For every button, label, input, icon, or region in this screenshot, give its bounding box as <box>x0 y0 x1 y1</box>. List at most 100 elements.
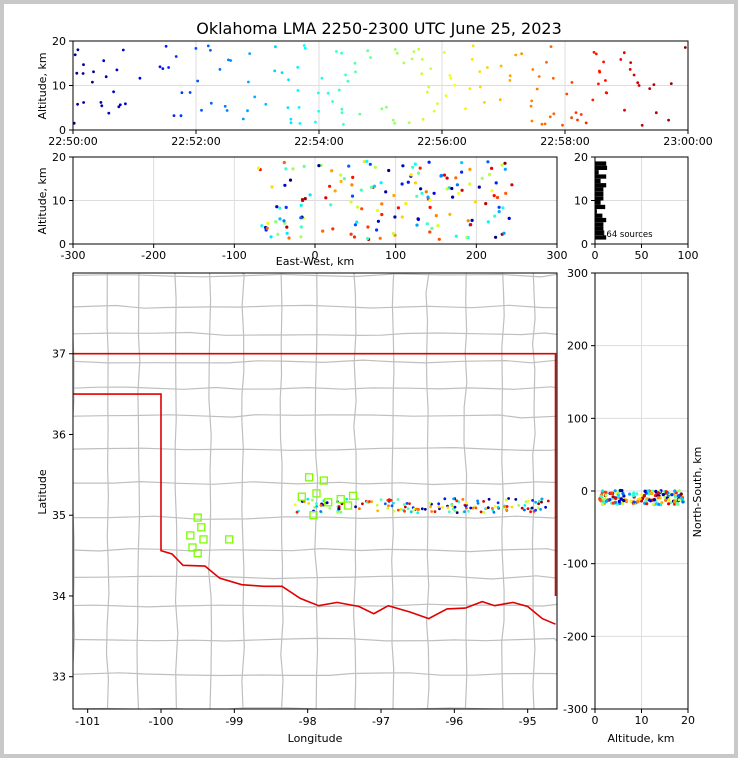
plan-view-source <box>504 498 508 502</box>
east-west-source <box>487 172 492 177</box>
east-west-source <box>349 232 353 236</box>
east-west-source <box>448 212 452 216</box>
east-west-source <box>324 196 328 200</box>
plan-view-source <box>505 505 509 508</box>
plan-view-source <box>493 505 497 508</box>
east-west-source <box>437 237 441 241</box>
north-south-ytick-label: -100 <box>563 558 588 571</box>
time-height-source <box>629 61 633 64</box>
time-height-source <box>326 91 330 95</box>
plan-view-axes <box>72 272 558 710</box>
north-south-source <box>656 496 660 500</box>
plan-view-source <box>474 506 478 510</box>
time-height-source <box>448 74 452 77</box>
plan-view-source <box>507 497 510 500</box>
east-west-source <box>455 183 459 187</box>
time-height-source <box>81 72 85 75</box>
plan-view-source <box>420 507 424 511</box>
time-height-source <box>298 122 302 125</box>
north-south-source <box>652 502 656 506</box>
time-height-source <box>584 121 588 125</box>
time-height-source <box>107 111 111 115</box>
time-height-source <box>206 44 210 48</box>
north-south-source <box>673 489 677 493</box>
north-south-source <box>601 489 605 493</box>
east-west-source <box>360 207 364 211</box>
panel-histogram: 0 50 100 0 10 20 164 sources <box>574 151 699 262</box>
plan-view-ytick-label: 37 <box>52 348 66 361</box>
plan-view-source <box>429 505 432 509</box>
time-height-source <box>320 76 324 80</box>
time-height-source <box>102 59 106 63</box>
time-height-source <box>652 83 656 86</box>
time-height-source <box>412 50 416 53</box>
time-height-source <box>209 101 213 105</box>
time-height-source <box>385 105 388 109</box>
histogram-ticks: 0 50 100 0 10 20 <box>574 151 699 262</box>
north-south-source <box>660 501 664 505</box>
east-west-source <box>409 173 413 177</box>
east-west-source <box>480 176 484 180</box>
time-height-source <box>180 91 184 94</box>
plan-view-xtick-label: -96 <box>445 715 463 728</box>
east-west-source <box>454 234 458 238</box>
time-height-source <box>297 106 301 109</box>
north-south-source <box>598 498 602 502</box>
east-west-source <box>460 161 464 165</box>
time-height-xtick-label: 22:58:00 <box>540 135 589 148</box>
time-height-source <box>552 112 556 116</box>
time-height-source <box>264 102 268 106</box>
east-west-source <box>428 230 432 234</box>
plan-view-source <box>537 506 540 510</box>
chart-title: Oklahoma LMA 2250-2300 UTC June 25, 2023 <box>196 19 562 38</box>
time-height-source <box>561 123 564 127</box>
time-height-source <box>478 70 482 73</box>
east-west-source <box>266 221 270 225</box>
east-west-source <box>430 226 434 230</box>
county-line <box>501 273 505 709</box>
histogram-bar <box>595 213 603 218</box>
histogram-xtick-label: 50 <box>635 249 649 262</box>
east-west-xtick-label: -300 <box>61 249 86 262</box>
county-line <box>73 603 557 608</box>
east-west-source <box>493 214 497 218</box>
histogram-ytick-label: 10 <box>574 195 588 208</box>
east-west-source <box>503 167 507 171</box>
plan-view-ytick-label: 34 <box>52 590 66 603</box>
plan-view-source <box>402 503 406 506</box>
east-west-source <box>321 229 325 233</box>
county-line <box>73 304 557 309</box>
plan-view-source <box>471 506 475 510</box>
north-south-xtick-label: 20 <box>681 714 695 727</box>
time-height-source <box>622 51 626 55</box>
county-line <box>73 273 557 278</box>
east-west-source <box>330 169 334 173</box>
time-height-source <box>636 81 640 85</box>
time-height-source <box>229 59 233 62</box>
east-west-source <box>465 235 469 239</box>
time-height-source <box>340 107 344 111</box>
north-south-source <box>652 498 657 502</box>
lma-station-marker <box>343 501 353 510</box>
east-west-source <box>501 206 505 210</box>
histogram-bar <box>595 196 604 201</box>
time-height-source <box>340 51 343 55</box>
east-west-source <box>342 177 346 181</box>
plan-view-source <box>537 499 541 503</box>
time-height-xtick-label: 23:00:00 <box>663 135 712 148</box>
plan-view-source <box>368 500 371 503</box>
north-south-source <box>628 492 632 496</box>
north-south-source <box>664 498 668 502</box>
time-height-source <box>302 44 306 47</box>
lma-station-marker <box>336 494 345 504</box>
time-height-source <box>174 55 178 58</box>
time-height-source <box>73 53 77 57</box>
east-west-source <box>299 203 303 207</box>
plan-view-source <box>390 504 394 508</box>
county-boundaries <box>73 273 557 709</box>
time-height-source <box>303 46 307 50</box>
east-west-source <box>415 194 419 198</box>
time-height-source <box>640 123 644 127</box>
east-west-source <box>269 235 273 239</box>
east-west-source <box>291 167 295 171</box>
